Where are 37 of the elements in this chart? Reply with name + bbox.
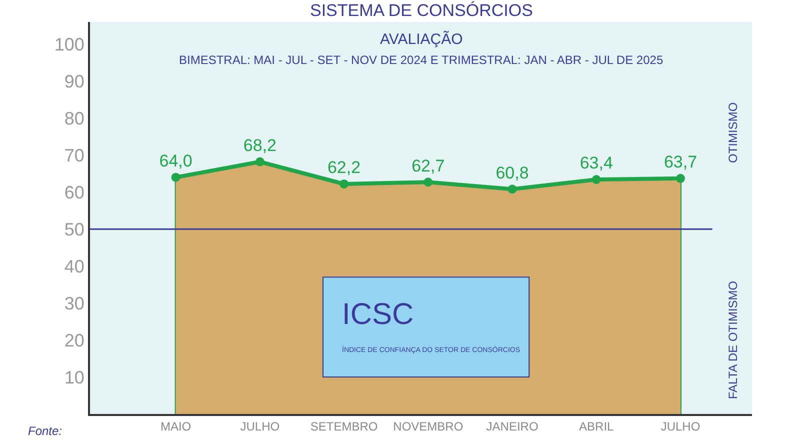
x-tick-label: MAIO xyxy=(160,419,192,434)
x-tick-label: ABRIL xyxy=(579,419,614,434)
chart-title: SISTEMA DE CONSÓRCIOS xyxy=(310,1,533,20)
y-tick-label: 80 xyxy=(64,108,84,128)
point xyxy=(255,157,264,166)
y-tick-label: 50 xyxy=(64,219,84,240)
data-label: 62,7 xyxy=(412,156,445,176)
annotation: ICSC xyxy=(342,298,414,331)
x-tick-label: NOVEMBRO xyxy=(393,419,464,434)
data-label: 68,2 xyxy=(243,136,276,155)
point xyxy=(508,184,517,194)
y-tick-label: 90 xyxy=(64,71,84,92)
point xyxy=(592,175,601,184)
y-tick-label: 60 xyxy=(64,182,84,202)
annotation: FALTA DE OTIMISMO xyxy=(726,280,740,400)
x-tick-label: JULHO xyxy=(240,419,280,434)
data-label: 60,8 xyxy=(496,163,529,182)
data-label: 62,2 xyxy=(327,158,361,178)
x-tick-label: JANEIRO xyxy=(486,419,538,434)
text: AVALIAÇÃO BIMESTRAL: MAI - JUL - SET - NOV DE 2024 E TRIMESTRAL: JAN - ABR - JUL DE 2025 xyxy=(179,30,664,67)
data-label: 63,7 xyxy=(664,152,698,172)
data-label: 64,0 xyxy=(159,151,192,170)
y-tick-label: 100 xyxy=(54,34,84,54)
y-tick-label: 40 xyxy=(64,256,84,276)
source-note: Fonte: xyxy=(28,424,62,438)
point xyxy=(424,178,433,187)
point xyxy=(171,172,180,182)
point xyxy=(340,179,349,188)
y-tick-label: 10 xyxy=(64,367,84,388)
x-tick-label: JULHO xyxy=(660,419,700,434)
annotation: OTIMISMO xyxy=(726,102,740,164)
y-tick-label: 30 xyxy=(64,293,84,314)
point xyxy=(676,174,685,183)
x-tick-label: SETEMBRO xyxy=(310,419,378,434)
data-label: 63,4 xyxy=(580,154,613,173)
y-tick-label: 70 xyxy=(64,145,84,166)
y-tick-label: 20 xyxy=(64,330,84,350)
